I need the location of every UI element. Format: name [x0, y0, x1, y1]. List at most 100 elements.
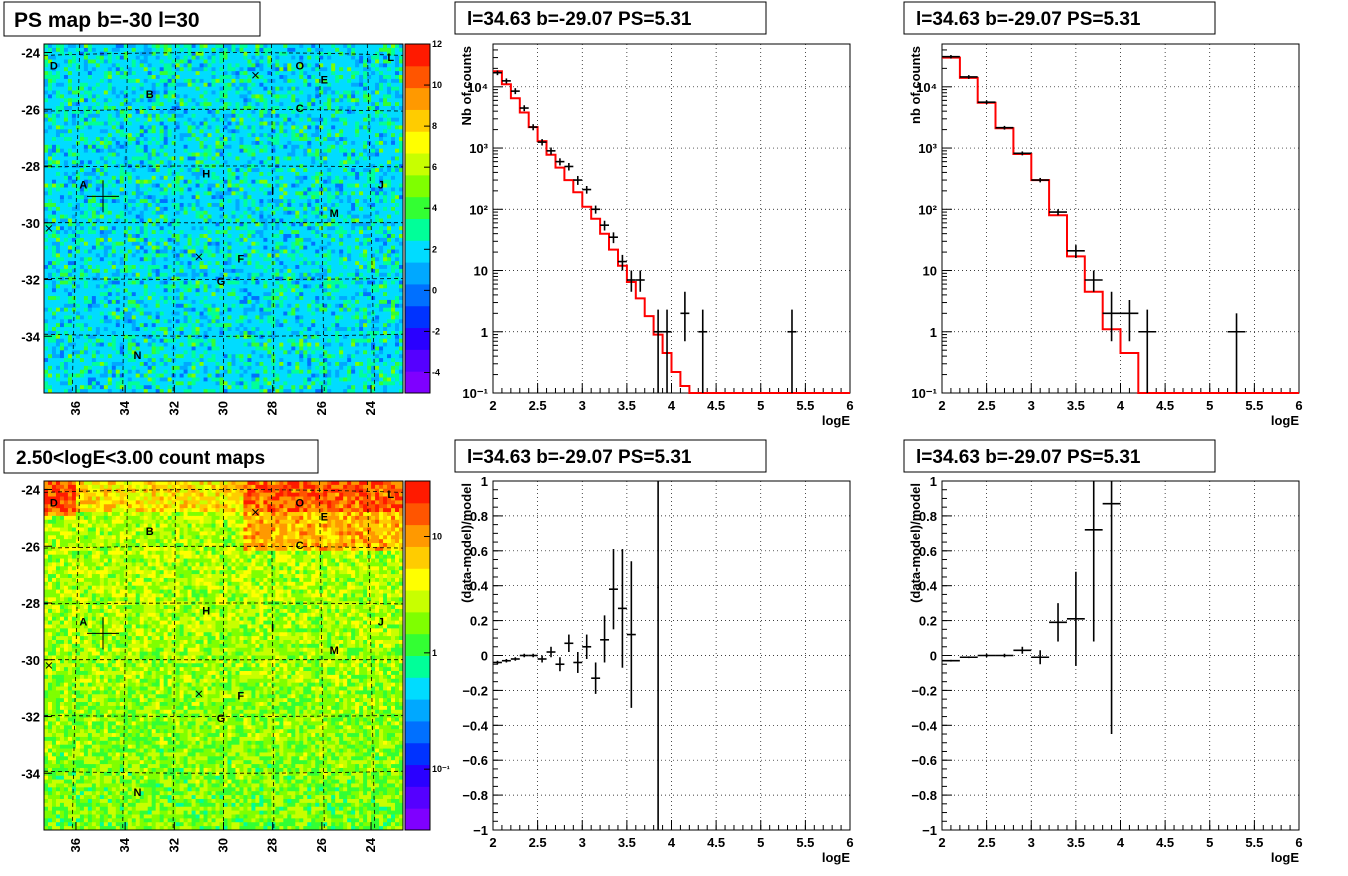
y-tick-label: 1 — [930, 325, 937, 340]
y-tick-label: 10² — [469, 202, 488, 217]
source-label: H — [202, 168, 210, 180]
y-tick-label: −0.8 — [462, 788, 488, 803]
ps-map-pixels — [44, 44, 404, 394]
x-tick-label: 4 — [1117, 835, 1125, 850]
data-point — [1066, 571, 1085, 666]
x-tick-label: 5.5 — [1245, 398, 1263, 413]
x-tick-label: 5.5 — [796, 398, 814, 413]
map-x-tick-label: 28 — [265, 401, 280, 415]
data-point — [510, 88, 520, 95]
chart-x-ticks: 2 2.5 3 3.5 4 4.5 5 5.5 6 — [489, 383, 854, 413]
map-y-tick-label: -24 — [21, 483, 41, 498]
data-point — [555, 657, 565, 672]
count-map-colorbar: 10 1 10⁻¹ — [404, 480, 450, 831]
residual-coarse-title-box — [903, 439, 1216, 473]
x-tick-label: 5.5 — [1245, 835, 1263, 850]
model-histogram — [942, 56, 1299, 394]
y-tick-label: −0.4 — [462, 718, 488, 733]
x-tick-label: 6 — [846, 835, 853, 850]
data-point — [519, 105, 529, 112]
x-tick-label: 4 — [1117, 398, 1125, 413]
x-tick-label: 6 — [846, 398, 853, 413]
spectrum-coarse-title-box — [903, 1, 1216, 35]
x-tick-label: 3 — [579, 398, 586, 413]
y-tick-label: 10⁴ — [916, 80, 937, 95]
x-tick-label: 4.5 — [707, 398, 725, 413]
data-point — [626, 561, 636, 708]
data-point — [591, 205, 601, 214]
data-point — [564, 634, 574, 653]
ps-map-title-box — [3, 1, 261, 37]
colorbar-tick-label: 10 — [432, 80, 442, 90]
chart-x-ticks: 2 2.5 3 3.5 4 4.5 5 5.5 6 — [938, 820, 1303, 850]
residual-chart-fine: l=34.63 b=-29.07 PS=5.31 2 2.5 3 3.5 4 4.5 5 5.… — [454, 439, 854, 865]
x-tick-label: 5 — [757, 398, 764, 413]
x-tick-label: 3 — [579, 835, 586, 850]
data-point — [1084, 270, 1103, 292]
x-tick-label: 2.5 — [978, 835, 996, 850]
source-label: F — [237, 690, 244, 702]
map-x-tick-label: 26 — [314, 838, 329, 852]
y-tick-label: −0.8 — [911, 788, 937, 803]
data-point — [1013, 151, 1032, 156]
data-point — [977, 653, 996, 658]
y-axis-label: (data-model)/model — [908, 483, 923, 603]
source-label: B — [146, 89, 154, 101]
x-tick-label: 4.5 — [1156, 398, 1174, 413]
data-point — [995, 125, 1014, 130]
data-point — [609, 232, 618, 244]
data-point — [1031, 650, 1050, 665]
spectrum-fine-title-box — [454, 1, 767, 35]
x-tick-label: 5 — [1206, 835, 1213, 850]
data-point — [1138, 309, 1157, 393]
spectrum-chart-coarse: l=34.63 b=-29.07 PS=5.31 2 2.5 3 3.5 4 4.5 5 5.… — [903, 1, 1303, 428]
data-point — [653, 309, 663, 393]
y-tick-label: 10⁻¹ — [462, 386, 488, 401]
y-tick-label: 10³ — [918, 141, 937, 156]
x-tick-label: 3.5 — [618, 398, 636, 413]
x-tick-label: 3 — [1028, 835, 1035, 850]
source-label: I — [271, 185, 274, 197]
source-label: D — [50, 498, 58, 510]
source-label: M — [330, 645, 339, 657]
data-points — [942, 481, 1121, 735]
source-label: C — [296, 103, 304, 115]
x-tick-label: 5 — [1206, 398, 1213, 413]
map-y-tick-label: -30 — [21, 216, 40, 231]
x-tick-label: 4.5 — [1156, 835, 1174, 850]
chart-grid — [492, 44, 851, 394]
y-tick-label: 10³ — [469, 141, 488, 156]
ps-map-source-labels: A B C D E FG H I J M N O L — [50, 52, 394, 362]
x-tick-label: 2 — [489, 835, 496, 850]
source-label: J — [378, 617, 384, 629]
x-tick-label: 4.5 — [707, 835, 725, 850]
x-axis-label: logE — [1271, 850, 1299, 865]
data-point — [617, 254, 627, 271]
y-tick-label: 10 — [474, 264, 488, 279]
colorbar-tick-label: 10 — [432, 532, 442, 542]
y-tick-label: −0.6 — [462, 753, 488, 768]
y-tick-label: 0.4 — [470, 579, 489, 594]
x-tick-label: 6 — [1295, 835, 1302, 850]
source-label: G — [217, 276, 226, 288]
data-point — [1049, 603, 1067, 642]
data-point — [1084, 481, 1103, 642]
data-points — [942, 55, 1246, 393]
spectrum-fine-title: l=34.63 b=-29.07 PS=5.31 — [467, 9, 692, 30]
source-label: A — [79, 617, 87, 629]
source-label: L — [387, 489, 394, 501]
data-point — [977, 100, 996, 105]
y-tick-label: 1 — [481, 474, 488, 489]
count-map-markers — [45, 508, 259, 698]
map-x-tick-label: 24 — [363, 400, 378, 415]
data-point — [942, 659, 960, 662]
chart-grid — [492, 480, 851, 831]
map-x-tick-label: 30 — [216, 401, 231, 415]
y-axis-label: (data-model)/model — [459, 483, 474, 603]
chart-x-ticks: 2 2.5 3 3.5 4 4.5 5 5.5 6 — [489, 820, 854, 850]
source-label: C — [296, 540, 304, 552]
x-tick-label: 3 — [1028, 398, 1035, 413]
count-map-x-ticks: 36 34 32 30 28 26 24 — [68, 822, 378, 852]
map-x-tick-label: 30 — [216, 838, 231, 852]
